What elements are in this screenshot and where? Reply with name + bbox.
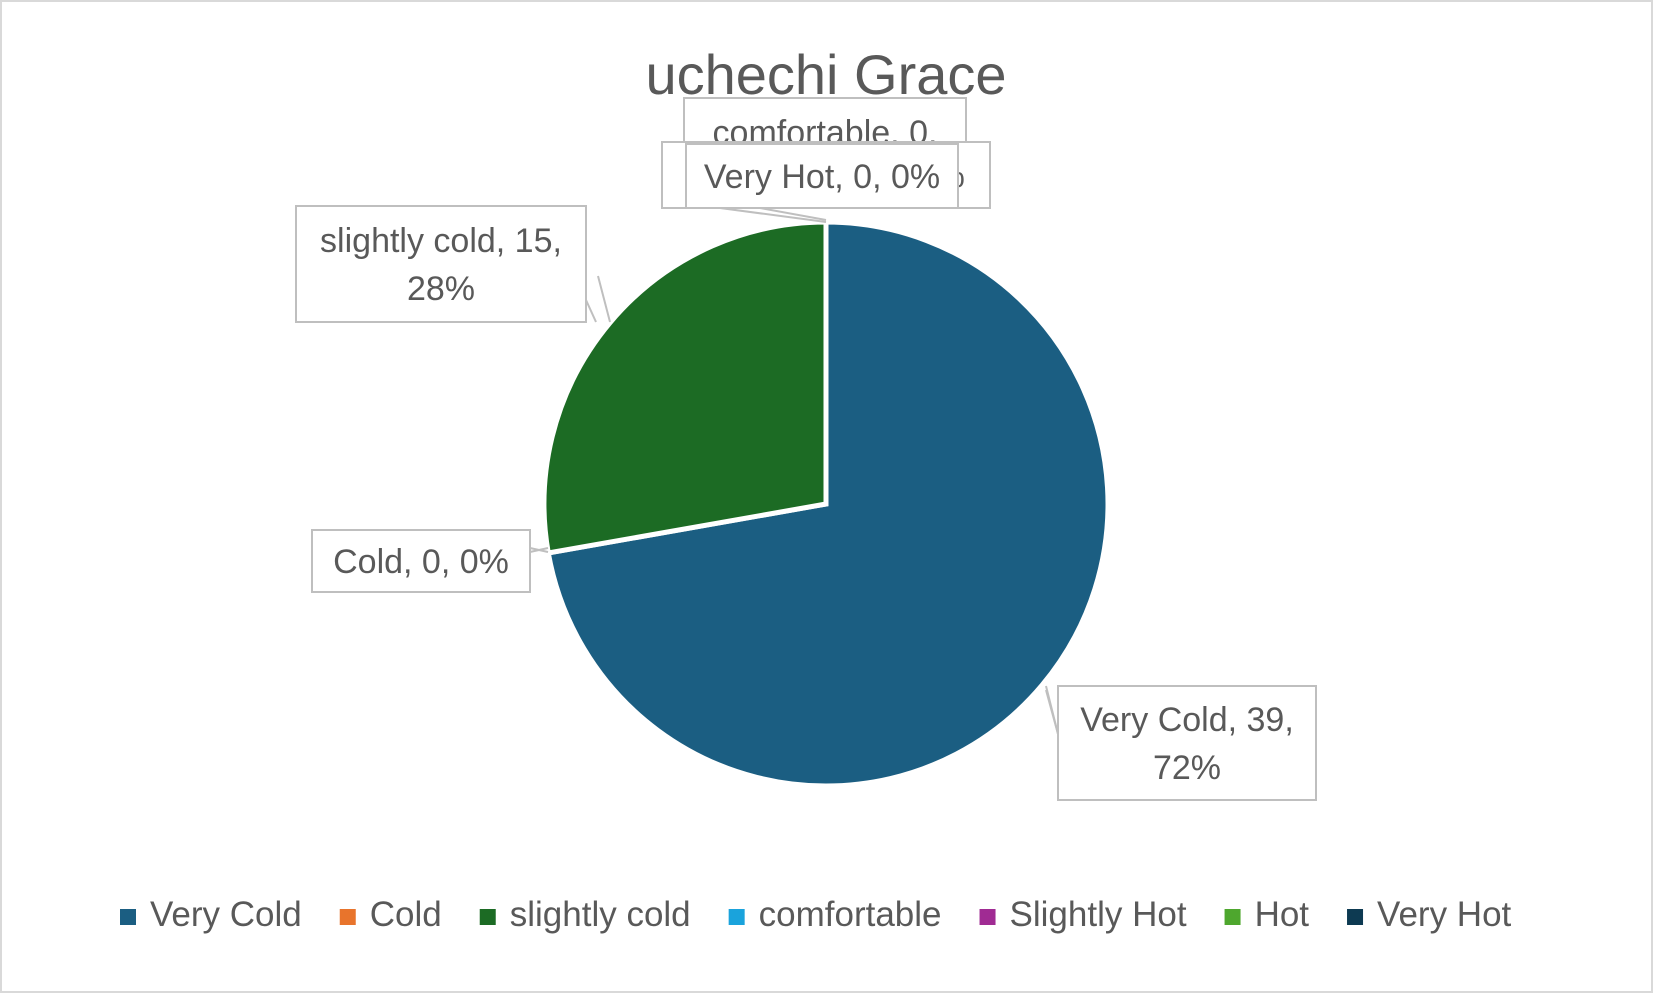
legend-item-very-hot: Very Hot <box>1347 895 1512 934</box>
leader-line <box>759 207 827 221</box>
legend-swatch <box>479 909 496 925</box>
legend-item-comfortable: comfortable <box>728 895 942 934</box>
legend-swatch <box>120 909 136 925</box>
leader-line <box>719 207 827 223</box>
legend-label: Slightly Hot <box>1010 895 1187 934</box>
pie-slice-slightly-cold <box>541 219 829 556</box>
legend-label: Very Cold <box>150 895 302 934</box>
legend-swatch <box>979 909 996 925</box>
pie-slices <box>541 219 1111 789</box>
data-label-box <box>311 529 531 593</box>
legend-item-very-cold: Very Cold <box>120 895 302 934</box>
data-label-text: Very Hot, 0, 0% <box>704 158 940 196</box>
legend-label: comfortable <box>759 895 942 934</box>
legend-item-cold: Cold <box>339 895 442 934</box>
legend: Very Cold Cold slightly cold comfortable Sli… <box>120 895 1512 934</box>
legend-item-slightly-hot: Slightly Hot <box>979 895 1187 934</box>
data-label-box <box>685 143 959 209</box>
data-label-text: slightly cold, 15, <box>320 222 562 260</box>
data-labels: Very Cold, 39, 72% Cold, 0, 0% slightly col… <box>295 97 1317 801</box>
data-label-cold: Cold, 0, 0% <box>311 529 531 593</box>
chart-title: uchechi Grace <box>645 43 1006 106</box>
data-label-very-cold: Very Cold, 39, 72% <box>1057 685 1317 801</box>
data-label-slightly-cold: slightly cold, 15, 28% <box>295 205 587 323</box>
leader-line <box>529 547 549 553</box>
data-label-text: Very Cold, 39, <box>1080 701 1294 739</box>
legend-swatch <box>1224 909 1241 925</box>
data-label-text: 72% <box>1153 749 1221 787</box>
legend-label: slightly cold <box>510 895 691 934</box>
legend-label: Cold <box>370 895 442 934</box>
data-label-text: 28% <box>407 270 475 308</box>
leader-line <box>585 299 597 323</box>
legend-item-hot: Hot <box>1224 895 1310 934</box>
legend-label: Very Hot <box>1377 895 1511 934</box>
legend-label: Hot <box>1255 895 1310 934</box>
leader-line <box>597 275 611 323</box>
legend-swatch <box>728 909 745 925</box>
legend-item-slightly-cold: slightly cold <box>479 895 691 934</box>
data-label-box <box>295 205 587 323</box>
data-label-very-hot: Very Hot, 0, 0% <box>685 143 959 209</box>
data-label-box <box>1057 685 1317 801</box>
legend-swatch <box>1347 909 1364 925</box>
leader-line <box>1045 689 1059 735</box>
data-label-text: Cold, 0, 0% <box>333 543 509 581</box>
legend-swatch <box>339 909 356 925</box>
